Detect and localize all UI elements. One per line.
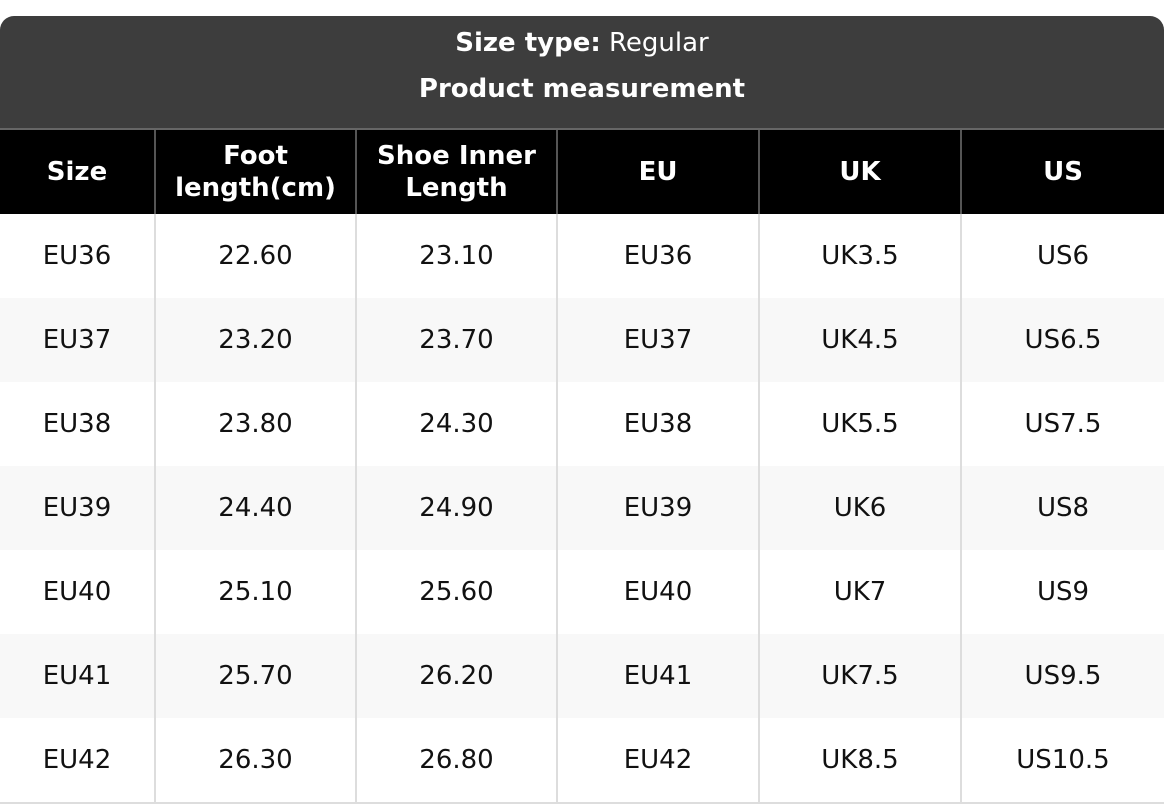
table-row: EU41 25.70 26.20 EU41 UK7.5 US9.5 [0, 634, 1164, 718]
table-cell: US6.5 [960, 298, 1164, 382]
table-cell: EU37 [556, 298, 759, 382]
table-cell: EU38 [556, 382, 759, 466]
table-cell: EU39 [556, 466, 759, 550]
chart-header: Size type: Regular Product measurement [0, 16, 1164, 130]
table-cell: 23.20 [154, 298, 356, 382]
table-cell: EU42 [0, 718, 155, 804]
table-cell: US7.5 [960, 382, 1164, 466]
table-cell: UK6 [758, 466, 961, 550]
table-cell: EU41 [0, 634, 155, 718]
table-cell: US8 [960, 466, 1164, 550]
table-cell: US9 [960, 550, 1164, 634]
subtitle: Product measurement [418, 74, 746, 104]
table-cell: EU41 [556, 634, 759, 718]
column-header: EU [556, 130, 759, 214]
table-cell: EU36 [556, 214, 759, 298]
table-cell: 25.10 [154, 550, 356, 634]
table-cell: 26.30 [154, 718, 356, 804]
table-row: EU40 25.10 25.60 EU40 UK7 US9 [0, 550, 1164, 634]
table-cell: 22.60 [154, 214, 356, 298]
table-cell: UK5.5 [758, 382, 961, 466]
table-cell: 23.80 [154, 382, 356, 466]
table-row: EU39 24.40 24.90 EU39 UK6 US8 [0, 466, 1164, 550]
column-header: Foot length(cm) [154, 130, 356, 214]
table-cell: 25.70 [154, 634, 356, 718]
column-header: Shoe Inner Length [355, 130, 557, 214]
table-cell: 26.20 [355, 634, 557, 718]
table-cell: EU38 [42, 409, 112, 439]
size-type-value: Regular [609, 28, 709, 58]
size-type-label: Size type: [455, 28, 601, 58]
size-table: Size Foot length(cm) Shoe Inner Length EU UK US… [0, 130, 1164, 804]
table-cell: 24.40 [154, 466, 356, 550]
table-cell: UK3.5 [758, 214, 961, 298]
table-cell: EU37 [0, 298, 155, 382]
table-cell: EU40 [556, 550, 759, 634]
table-row: EU37 23.20 23.70 EU37 UK4.5 US6.5 [0, 298, 1164, 382]
table-cell: UK7 [758, 550, 961, 634]
column-header: Size [0, 130, 155, 214]
table-cell: 24.90 [355, 466, 557, 550]
size-type: Size type: Regular [0, 16, 1164, 72]
table-cell: UK4.5 [758, 298, 961, 382]
header-row: Size Foot length(cm) Shoe Inner Length EU UK US [0, 130, 1164, 214]
table-cell: 24.30 [355, 382, 557, 466]
table-row: EU38 23.80 24.30 EU38 UK5.5 US7.5 [0, 382, 1164, 466]
table-cell: UK7.5 [758, 634, 961, 718]
table-cell: 23.70 [355, 298, 557, 382]
table-cell: 25.60 [355, 550, 557, 634]
table-cell: US10.5 [960, 718, 1164, 804]
table-row: EU36 22.60 23.10 EU36 UK3.5 US6 [0, 214, 1164, 298]
table-cell: 23.10 [355, 214, 557, 298]
table-cell: UK8.5 [758, 718, 961, 804]
table-cell: EU42 [556, 718, 759, 804]
table-cell: EU40 [42, 577, 112, 607]
table-cell: US6 [960, 214, 1164, 298]
table-cell: 26.80 [355, 718, 557, 804]
column-header: US [960, 130, 1164, 214]
table-row: EU42 26.30 26.80 EU42 UK8.5 US10.5 [0, 718, 1164, 804]
table-cell: EU39 [0, 466, 155, 550]
size-chart: Size type: Regular Product measurement S… [0, 16, 1164, 804]
column-header: UK [758, 130, 961, 214]
table-cell: US9.5 [960, 634, 1164, 718]
table-cell: EU36 [42, 241, 112, 271]
